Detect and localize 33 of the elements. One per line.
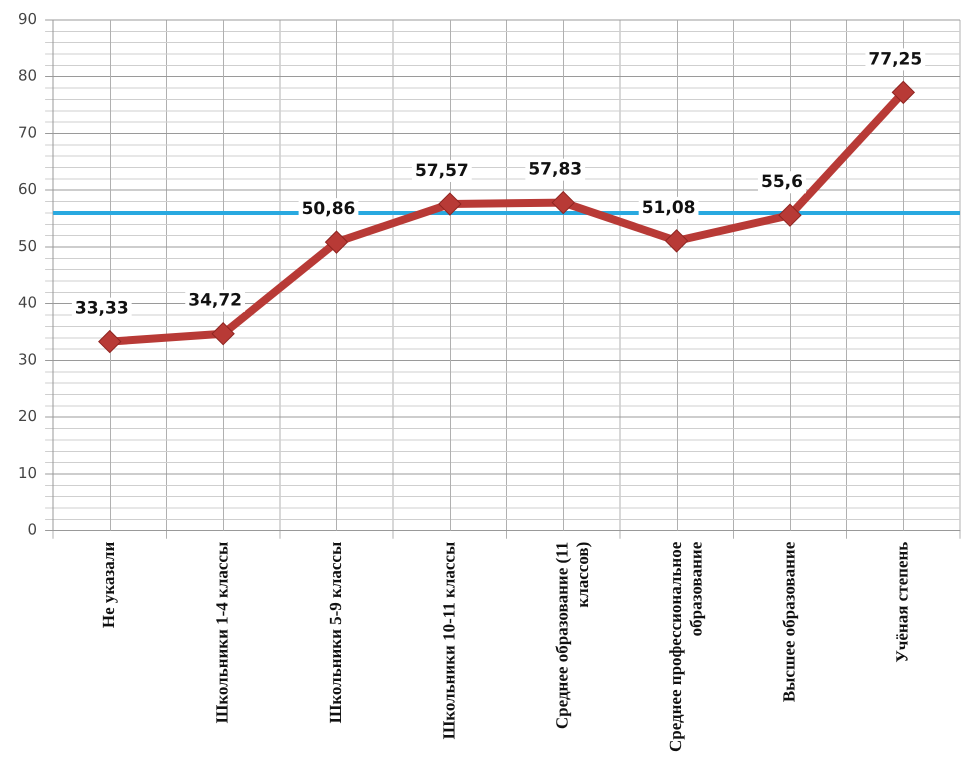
x-tick-label: Учёная степень <box>892 542 912 663</box>
x-tick-label: Среднее образование (11 классов) <box>552 542 592 730</box>
point <box>778 204 802 227</box>
point <box>212 322 235 346</box>
data-label: 55,6 <box>760 172 803 192</box>
y-tick-label: 60 <box>18 180 38 198</box>
x-tick-label: Школьники 5-9 классы <box>326 542 345 724</box>
point <box>892 80 915 104</box>
data-label: 57,57 <box>414 160 469 181</box>
y-tick-label: 20 <box>18 407 38 426</box>
x-tick-label: Школьники 1-4 классы <box>212 542 232 724</box>
y-tick-label: 70 <box>18 123 38 142</box>
y-tick-label: 80 <box>18 66 38 85</box>
y-tick-label: 30 <box>18 350 38 368</box>
y-tick-label: 90 <box>18 10 38 28</box>
data-label: 51,08 <box>642 198 696 218</box>
y-tick-label: 40 <box>18 294 38 312</box>
data-label: 33,33 <box>74 298 129 319</box>
point <box>325 230 348 254</box>
data-label: 57,83 <box>528 159 582 180</box>
x-tick-label: Школьники 10-11 классы <box>439 542 458 740</box>
x-tick-label: Высшее образование <box>779 541 798 702</box>
point <box>438 192 462 216</box>
point <box>665 229 688 252</box>
data-label: 34,72 <box>188 290 242 311</box>
point <box>98 330 122 354</box>
y-tick-label: 10 <box>18 464 38 482</box>
point <box>552 191 575 214</box>
y-tick-label: 50 <box>18 236 38 255</box>
data-label: 77,25 <box>868 49 922 70</box>
x-tick-label: Не указали <box>99 542 118 628</box>
y-tick-label: 0 <box>28 520 38 539</box>
data-label: 50,86 <box>302 199 356 220</box>
